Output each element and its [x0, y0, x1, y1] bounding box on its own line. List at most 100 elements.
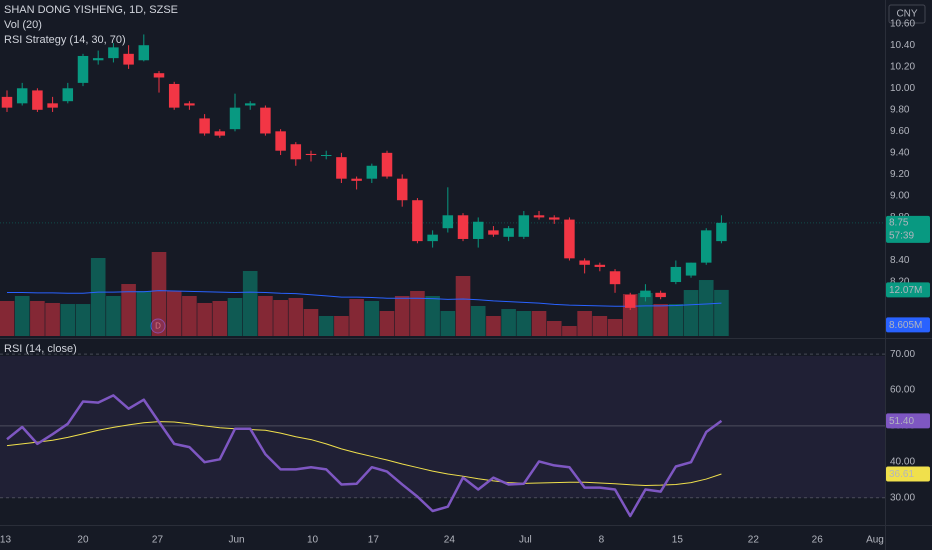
candle-body: [685, 262, 697, 276]
candle-body: [336, 157, 347, 179]
rsi-ma-tag: 36.61: [889, 469, 914, 480]
y-tick-label: 10.40: [890, 40, 915, 51]
candle-body: [670, 266, 682, 283]
candle-body: [275, 131, 286, 151]
candle-body: [564, 219, 575, 259]
candle-body: [396, 178, 408, 201]
currency-box[interactable]: [888, 4, 926, 24]
candle-body: [427, 234, 438, 242]
candle-body: [123, 53, 134, 65]
y-tick-label: 9.60: [890, 126, 910, 137]
rsi-band: [0, 356, 885, 498]
candle-body: [1, 96, 13, 108]
volume-bar: [410, 291, 425, 336]
x-tick-label: 17: [368, 535, 380, 546]
rsi-tick-label: 60.00: [890, 385, 915, 396]
candle-body: [305, 153, 317, 156]
volume-bar: [303, 309, 319, 336]
volume-bar: [592, 316, 608, 336]
volume-bar: [151, 251, 167, 336]
x-tick-label: Aug: [866, 535, 884, 546]
candle-body: [548, 217, 560, 220]
countdown: 57:39: [889, 230, 914, 241]
y-tick-label: 10.00: [890, 83, 915, 94]
volume-bar: [379, 311, 395, 336]
rsi-tag-bg: [886, 413, 930, 429]
x-tick-label: 24: [444, 535, 456, 546]
candle-body: [229, 107, 241, 130]
candle-body: [92, 58, 104, 61]
volume-ma-line: [6, 290, 722, 307]
volume-tag-bg: [886, 282, 930, 298]
candle-body: [609, 271, 621, 285]
candle-body: [488, 230, 499, 235]
volume-bar: [653, 304, 668, 336]
candle-body: [457, 215, 469, 239]
volume-bar: [714, 289, 729, 336]
x-tick-label: 10: [307, 535, 319, 546]
candle-body: [32, 90, 43, 110]
volume-bar: [470, 306, 486, 336]
volume-bar: [30, 301, 45, 336]
volume-bar: [455, 276, 471, 336]
volume-bar: [668, 304, 684, 336]
volume-bar: [60, 304, 76, 336]
candle-body: [153, 73, 165, 78]
y-tick-label: 8.40: [890, 255, 910, 266]
volume-bar: [90, 257, 106, 336]
y-tick-label: 8.20: [890, 277, 910, 288]
price-tag: 8.75: [889, 217, 909, 228]
rsi-line: [6, 394, 723, 518]
candle-body: [351, 178, 362, 181]
rsi-tick-label: 70.00: [890, 349, 915, 360]
volume-bar: [121, 284, 136, 336]
volume-bar: [45, 302, 60, 336]
candle-body: [214, 131, 226, 136]
symbol-title: SHAN DONG YISHENG, 1D, SZSE: [4, 4, 178, 16]
candle-body: [518, 215, 530, 237]
volume-bar: [425, 296, 440, 336]
volume-bar: [501, 309, 516, 336]
volume-bar: [318, 316, 334, 336]
x-tick-label: 8: [599, 535, 605, 546]
volume-ma-tag: 8.605M: [889, 320, 922, 331]
candle-body: [579, 260, 590, 265]
volume-bar: [166, 291, 182, 336]
candle-body: [199, 118, 210, 134]
candle-body: [260, 107, 271, 134]
candle-body: [472, 221, 484, 239]
candle-body: [77, 55, 89, 83]
candle-body: [381, 152, 393, 177]
strategy-title: RSI Strategy (14, 30, 70): [4, 34, 126, 46]
volume-bar: [562, 326, 577, 336]
currency[interactable]: CNY: [896, 9, 917, 20]
volume-bar: [394, 296, 410, 336]
x-tick-label: Jun: [228, 535, 244, 546]
volume-bar: [0, 301, 15, 336]
candle-body: [47, 103, 58, 108]
x-tick-label: 20: [77, 535, 89, 546]
volume-bar: [638, 292, 653, 336]
x-tick-label: 13: [0, 535, 11, 546]
volume-bar: [106, 296, 121, 336]
rsi-tag: 51.40: [889, 416, 914, 427]
candle-body: [503, 228, 514, 237]
x-tick-label: 27: [152, 535, 164, 546]
volume-bar: [258, 296, 273, 336]
y-tick-label: 10.20: [890, 61, 915, 72]
candle-body: [533, 215, 545, 218]
volume-bar: [75, 304, 91, 336]
candle-body: [184, 103, 195, 106]
volume-bar: [516, 311, 532, 336]
rsi-tick-label: 40.00: [890, 456, 915, 467]
x-tick-label: 15: [672, 535, 684, 546]
candle-body: [366, 165, 378, 179]
candle-body: [716, 222, 727, 242]
candle-body: [62, 88, 74, 102]
volume-tag: 12.07M: [889, 285, 922, 296]
volume-bar: [577, 311, 592, 336]
y-tick-label: 9.00: [890, 191, 910, 202]
volume-bar: [440, 311, 456, 336]
